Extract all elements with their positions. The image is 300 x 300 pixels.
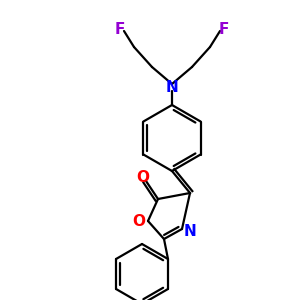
Text: F: F bbox=[219, 22, 229, 37]
Text: O: O bbox=[133, 214, 146, 229]
Text: N: N bbox=[184, 224, 196, 238]
Text: O: O bbox=[136, 169, 149, 184]
Text: N: N bbox=[166, 80, 178, 94]
Text: F: F bbox=[115, 22, 125, 37]
